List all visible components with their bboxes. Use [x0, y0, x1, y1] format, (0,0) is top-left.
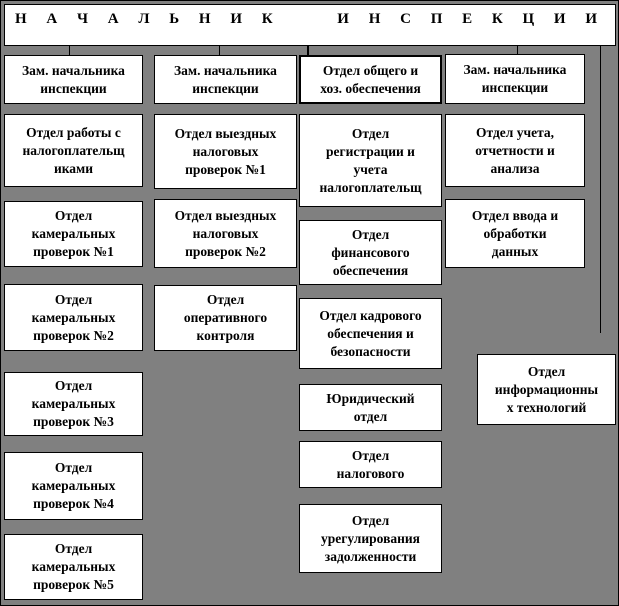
- box-debt-settlement: Отдел урегулирования задолженности: [299, 504, 442, 573]
- connector-line-col4: [517, 46, 518, 54]
- box-general-admin-support: Отдел общего и хоз. обеспечения: [299, 55, 442, 104]
- header-word-inspekcii: И Н С П Е К Ц И И: [337, 11, 605, 27]
- box-deputy-head-3: Зам. начальника инспекции: [445, 54, 585, 104]
- box-desk-audit-3: Отдел камеральных проверок №3: [4, 372, 143, 436]
- box-line: Зам. начальника: [174, 62, 277, 78]
- box-desk-audit-1: Отдел камеральных проверок №1: [4, 201, 143, 267]
- box-line: регистрации и: [326, 143, 415, 159]
- box-line: Отдел: [351, 447, 390, 463]
- box-line: Отдел общего и: [322, 62, 419, 78]
- box-line: данных: [491, 243, 539, 259]
- box-tax-department: Отдел налогового: [299, 441, 442, 488]
- box-line: камеральных: [31, 396, 116, 411]
- connector-line-col1: [69, 46, 70, 55]
- box-deputy-head-2: Зам. начальника инспекции: [154, 55, 297, 104]
- box-taxpayer-registration: Отдел регистрации и учета налогоплательщ: [299, 114, 442, 207]
- box-line: проверок №5: [33, 577, 114, 592]
- box-line: камеральных: [31, 309, 116, 325]
- box-line: Отдел: [54, 208, 93, 223]
- box-line: Отдел: [54, 460, 93, 475]
- box-line: Отдел: [527, 363, 566, 379]
- box-line: проверок №3: [33, 414, 114, 429]
- box-line: инспекции: [192, 80, 259, 96]
- box-line: налоговых: [192, 225, 259, 241]
- box-line: иками: [53, 160, 94, 176]
- box-line: налогового: [336, 465, 405, 481]
- box-desk-audit-5: Отдел камеральных проверок №5: [4, 534, 143, 600]
- box-line: задолженности: [324, 548, 417, 564]
- box-line: Зам. начальника: [463, 62, 567, 77]
- box-line: обработки: [483, 225, 547, 241]
- box-line: Отдел кадрового: [319, 307, 422, 323]
- box-line: инспекции: [481, 80, 549, 95]
- box-accounting-reporting-analysis: Отдел учета, отчетности и анализа: [445, 114, 585, 187]
- box-line: анализа: [490, 160, 540, 176]
- box-line: Отдел: [351, 226, 390, 242]
- box-line: информационны: [494, 381, 599, 397]
- box-deputy-head-1: Зам. начальника инспекции: [4, 55, 143, 104]
- box-desk-audit-4: Отдел камеральных проверок №4: [4, 452, 143, 520]
- box-line: камеральных: [31, 226, 116, 241]
- box-line: проверок №1: [185, 161, 266, 177]
- box-line: проверок №2: [33, 327, 114, 343]
- box-line: Зам. начальника: [22, 62, 125, 78]
- box-line: Отдел выездных: [174, 125, 277, 141]
- box-line: обеспечения: [332, 262, 409, 278]
- box-hr-and-security: Отдел кадрового обеспечения и безопаснос…: [299, 298, 442, 369]
- box-line: Отдел работы с: [26, 124, 121, 140]
- box-line: оперативного: [183, 310, 268, 325]
- box-line: Отдел: [351, 125, 390, 141]
- box-line: обеспечения и: [327, 325, 414, 341]
- box-taxpayer-services: Отдел работы с налогоплательщ иками: [4, 114, 143, 187]
- box-line: Юридический: [326, 390, 415, 406]
- box-line: учета: [353, 161, 388, 177]
- connector-line-right-drop: [600, 46, 601, 333]
- box-field-audit-1: Отдел выездных налоговых проверок №1: [154, 114, 297, 189]
- box-line: х технологий: [506, 399, 587, 415]
- box-line: Отдел: [54, 541, 93, 556]
- box-line: отчетности и: [475, 142, 555, 158]
- box-operational-control: Отдел оперативного контроля: [154, 285, 297, 351]
- box-line: Отдел: [351, 512, 390, 528]
- box-line: безопасности: [330, 343, 411, 359]
- box-information-technology: Отдел информационны х технологий: [477, 354, 616, 425]
- box-desk-audit-2: Отдел камеральных проверок №2: [4, 284, 143, 351]
- box-line: Отдел: [54, 291, 93, 307]
- box-legal: Юридический отдел: [299, 384, 442, 431]
- connector-line-col3: [307, 46, 309, 55]
- box-line: проверок №4: [33, 496, 114, 511]
- box-data-entry-processing: Отдел ввода и обработки данных: [445, 199, 585, 268]
- header-word-nachalnik: Н А Ч А Л Ь Н И К: [15, 11, 281, 27]
- box-line: налогоплательщ: [319, 179, 422, 195]
- header-box-head-of-inspection: Н А Ч А Л Ь Н И К И Н С П Е К Ц И И: [4, 4, 616, 46]
- box-line: Отдел: [206, 292, 245, 307]
- box-line: проверок №1: [33, 244, 114, 259]
- box-line: контроля: [196, 328, 255, 343]
- box-line: отдел: [353, 408, 388, 424]
- box-line: Отдел выездных: [174, 207, 277, 223]
- box-line: инспекции: [40, 80, 107, 96]
- box-financial-support: Отдел финансового обеспечения: [299, 220, 442, 285]
- box-line: проверок №2: [185, 243, 266, 259]
- box-line: хоз. обеспечения: [320, 80, 421, 96]
- box-line: финансового: [331, 244, 410, 260]
- connector-line-col2: [219, 46, 220, 55]
- box-line: налогоплательщ: [22, 142, 125, 158]
- box-line: Отдел ввода и: [471, 207, 559, 223]
- box-line: Отдел: [54, 378, 93, 393]
- box-line: камеральных: [31, 559, 116, 574]
- box-field-audit-2: Отдел выездных налоговых проверок №2: [154, 199, 297, 268]
- box-line: камеральных: [31, 478, 116, 493]
- box-line: Отдел учета,: [475, 124, 554, 140]
- box-line: налоговых: [192, 143, 259, 159]
- box-line: урегулирования: [321, 530, 420, 546]
